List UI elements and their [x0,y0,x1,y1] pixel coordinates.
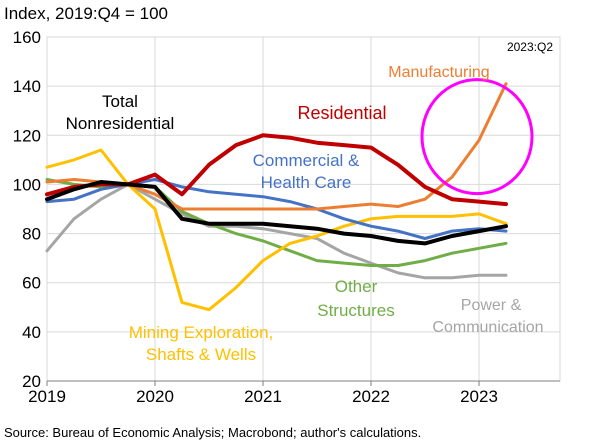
y-tick-label: 120 [13,126,41,145]
y-axis-title: Index, 2019:Q4 = 100 [4,4,168,23]
x-tick-label: 2021 [244,387,282,406]
label-commercial-line1: Commercial & [253,151,360,170]
series-line-power-communication [45,182,508,280]
label-power-line2: Communication [432,319,543,336]
x-tick-label: 2019 [28,387,66,406]
series-line-total-nonresidential [45,180,508,246]
y-tick-label: 140 [13,77,41,96]
series-lines [45,82,508,312]
series-labels: Total Nonresidential Residential Commerc… [66,64,544,364]
label-other-line2: Structures [317,301,394,320]
label-total-line2: Nonresidential [66,114,175,133]
label-commercial-line2: Health Care [261,173,352,192]
y-tick-label: 40 [22,323,41,342]
label-mining-line2: Shafts & Wells [146,345,256,364]
x-tick-label: 2020 [136,387,174,406]
axes: 20 40 60 80 100 120 140 160 2019 2020 2021 2022 2023 [13,28,560,406]
y-tick-label: 60 [22,274,41,293]
x-tick-label: 2022 [352,387,390,406]
label-total-line1: Total [102,92,138,111]
label-mining-line1: Mining Exploration, [129,323,274,342]
highlight-layer [420,78,534,196]
label-residential: Residential [297,103,386,123]
label-manufacturing: Manufacturing [388,64,489,81]
label-other-line1: Other [335,277,378,296]
highlight-ellipse [420,78,534,196]
series-line-mining-exploration-shafts-wells [45,148,508,312]
label-power-line1: Power & [461,297,522,314]
x-tick-label: 2023 [460,387,498,406]
corner-note: 2023:Q2 [507,40,553,54]
y-tick-label: 100 [13,175,41,194]
y-tick-label: 160 [13,28,41,47]
source-note: Source: Bureau of Economic Analysis; Mac… [4,425,421,440]
y-tick-label: 20 [22,372,41,391]
y-tick-label: 80 [22,225,41,244]
